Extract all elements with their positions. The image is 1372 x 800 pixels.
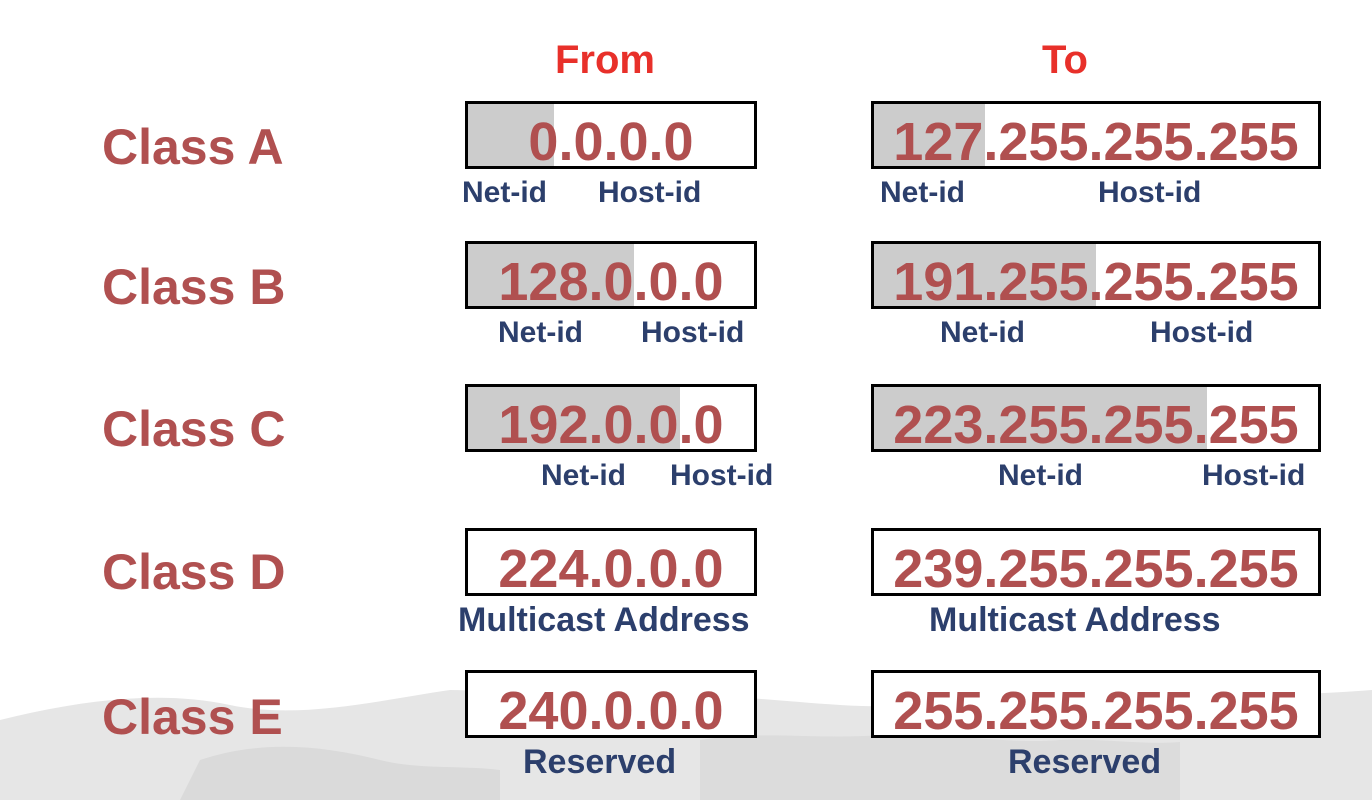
- from-header: From: [555, 38, 655, 82]
- class-e-from-reserved-label: Reserved: [523, 743, 677, 781]
- class-d-from-address: 224.0.0.0: [498, 539, 724, 596]
- class-c-to-box: 223.255.255.255: [871, 384, 1321, 452]
- class-c-label: Class C: [102, 401, 286, 457]
- class-d-from-multicast-label: Multicast Address: [458, 601, 750, 639]
- class-a-from-host-id: Host-id: [598, 176, 702, 209]
- class-b-to-net-shade: [874, 244, 1096, 306]
- class-e-to-address: 255.255.255.255: [893, 681, 1299, 738]
- class-a-to-host-id: Host-id: [1098, 176, 1202, 209]
- class-e-label: Class E: [102, 689, 283, 745]
- class-b-from-host-id: Host-id: [641, 316, 745, 349]
- class-b-from-net-shade: [468, 244, 634, 306]
- class-c-from-address: 192.0.0.0: [498, 395, 724, 452]
- class-d-to-address: 239.255.255.255: [893, 539, 1299, 596]
- class-e-to-reserved-label: Reserved: [1008, 743, 1162, 781]
- class-c-to-net-id: Net-id: [998, 459, 1083, 492]
- class-a-to-address: 127.255.255.255: [893, 112, 1299, 169]
- class-e-to-box: 255.255.255.255: [871, 670, 1321, 738]
- class-a-to-net-id: Net-id: [880, 176, 965, 209]
- class-d-to-multicast-label: Multicast Address: [929, 601, 1221, 639]
- class-e-from-box: 240.0.0.0: [465, 670, 757, 738]
- class-d-label: Class D: [102, 544, 286, 600]
- class-c-to-address: 223.255.255.255: [893, 395, 1299, 452]
- class-c-from-box: 192.0.0.0: [465, 384, 757, 452]
- class-a-label: Class A: [102, 119, 284, 175]
- class-a-from-address: 0.0.0.0: [528, 112, 694, 169]
- class-b-to-net-id: Net-id: [940, 316, 1025, 349]
- class-a-from-net-id: Net-id: [462, 176, 547, 209]
- class-c-to-net-shade: [874, 387, 1207, 449]
- class-a-from-box: 0.0.0.0: [465, 101, 757, 169]
- to-header: To: [1042, 38, 1088, 82]
- class-a-to-box: 127.255.255.255: [871, 101, 1321, 169]
- class-c-to-host-id: Host-id: [1202, 459, 1306, 492]
- class-c-from-host-id: Host-id: [670, 459, 774, 492]
- class-b-to-address: 191.255.255.255: [893, 252, 1299, 309]
- class-d-from-box: 224.0.0.0: [465, 528, 757, 596]
- class-b-to-host-id: Host-id: [1150, 316, 1254, 349]
- class-b-from-net-id: Net-id: [498, 316, 583, 349]
- class-c-from-net-shade: [468, 387, 680, 449]
- class-a-from-net-shade: [468, 104, 554, 166]
- class-b-to-box: 191.255.255.255: [871, 241, 1321, 309]
- class-b-from-address: 128.0.0.0: [498, 252, 724, 309]
- class-a-to-net-shade: [874, 104, 985, 166]
- class-c-from-net-id: Net-id: [541, 459, 626, 492]
- class-b-label: Class B: [102, 259, 286, 315]
- class-d-to-box: 239.255.255.255: [871, 528, 1321, 596]
- class-e-from-address: 240.0.0.0: [498, 681, 724, 738]
- class-b-from-box: 128.0.0.0: [465, 241, 757, 309]
